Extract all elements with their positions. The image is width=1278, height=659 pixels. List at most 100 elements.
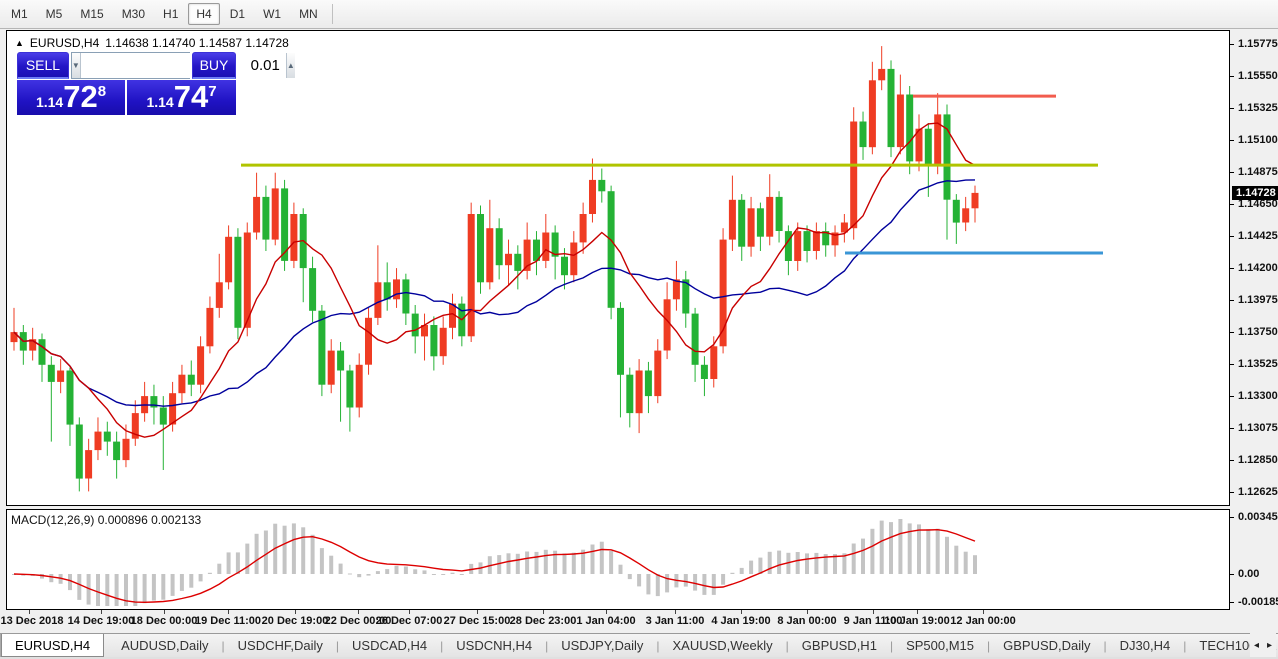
macd-bar [599,541,604,574]
candle-body [775,196,783,231]
macd-bar [431,574,436,575]
candle-body [449,303,456,328]
macd-bar [506,553,511,574]
tab-separator: | [987,638,991,653]
candle-body [822,231,830,246]
chart-tab-dj30-h4[interactable]: DJ30,H4 [1119,638,1171,653]
candlestick-chart[interactable] [7,31,1229,505]
timeframe-button-m15[interactable]: M15 [80,7,104,21]
buy-price-display[interactable]: 1.14 74 7 [127,80,236,115]
price-axis[interactable]: 1.15775 1.15550 1.15325 1.15100 1.14875 1.146… [1230,30,1278,633]
chart-tab-sp500-m15[interactable]: SP500,M15 [906,638,974,653]
candle-body [794,231,802,261]
candle-body [570,242,578,276]
lot-increase-button[interactable]: ▲ [285,53,295,78]
chart-tab-audusd-daily[interactable]: AUDUSD,Daily [121,638,209,653]
lot-size-input[interactable] [80,53,286,78]
sell-price-whole: 1.14 [35,94,64,110]
macd-bar [525,551,530,574]
candle-body [47,364,55,382]
tab-scroll-left-icon[interactable]: ◂ [1253,639,1259,651]
candle-body [626,374,634,414]
sell-price-display[interactable]: 1.14 72 8 [17,80,125,115]
time-axis[interactable]: 13 Dec 2018 14 Dec 19:00 18 Dec 00:00 19 De… [0,610,1278,633]
lot-decrease-button[interactable]: ▼ [71,53,81,78]
price-tick-mark [1230,76,1234,78]
price-tick-label: 1.15550 [1238,70,1278,83]
chart-tab-usdcad-h4[interactable]: USDCAD,H4 [352,638,428,653]
price-tick-label: 1.14650 [1238,198,1278,211]
macd-bar [77,574,82,600]
macd-bar [226,552,231,574]
time-tick-mark [807,610,808,614]
candle-body [505,253,512,266]
timeframe-button-m1[interactable]: M1 [11,7,28,21]
macd-chart [12,519,977,606]
macd-bar [833,554,837,574]
macd-bar [711,574,716,595]
chart-tab-eurusd-h4[interactable]: EURUSD,H4 [1,634,105,657]
timeframe-button-m5[interactable]: M5 [45,7,63,21]
chart-symbol: EURUSD,H4 [29,36,100,50]
price-tick-mark [1230,396,1234,398]
chart-header: ▲ EURUSD,H4 1.14638 1.14740 1.14587 1.14… [15,36,289,50]
macd-bar [291,523,296,574]
timeframe-button-d1[interactable]: D1 [229,7,246,21]
macd-bar [954,545,959,574]
buy-button[interactable]: BUY [191,52,236,79]
candle-body [327,350,335,385]
tab-scroll-arrows: ◂ ▸ [1249,633,1276,657]
candle-body [421,325,428,337]
candle-body [365,317,372,365]
time-tick-mark [983,610,984,614]
time-tick-mark [228,610,229,614]
candle-body [831,232,839,246]
price-tick-mark [1230,44,1234,46]
time-tick-label: 4 Jan 19:00 [711,615,771,627]
chart-tab-gbpusd-daily[interactable]: GBPUSD,Daily [1003,638,1091,653]
price-tick-mark [1230,236,1234,238]
time-tick-label: 27 Dec 15:00 [443,615,511,627]
timeframe-button-h4[interactable]: H4 [188,3,220,25]
macd-indicator-panel[interactable]: MACD(12,26,9) 0.000896 0.002133 [6,509,1230,610]
candle-body [943,114,951,200]
timeframe-button-mn[interactable]: MN [299,7,318,21]
chart-tab-usdjpy-daily[interactable]: USDJPY,Daily [561,638,644,653]
chart-tab-usdcnh-h4[interactable]: USDCNH,H4 [456,638,533,653]
time-tick-mark [543,610,544,614]
chart-tab-gbpusd-h1[interactable]: GBPUSD,H1 [801,638,877,653]
tab-separator: | [545,638,549,653]
candle-body [374,282,382,318]
macd-bar [319,548,324,574]
candle-body [187,374,195,385]
macd-bar [105,574,110,606]
candle-body [962,208,970,223]
time-tick-label: 9 Jan 11:00 [843,615,903,627]
chart-collapse-icon[interactable]: ▲ [15,38,24,48]
time-tick-label: 13 Dec 2018 [0,615,64,627]
sell-button[interactable]: SELL [17,52,69,79]
tab-scroll-right-icon[interactable]: ▸ [1266,639,1272,651]
chart-tab-xauusd-weekly[interactable]: XAUUSD,Weekly [672,638,773,653]
candle-body [94,431,102,451]
macd-bar [739,567,744,574]
timeframe-button-h1[interactable]: H1 [163,7,179,21]
tab-bar-edge [0,634,1,657]
tab-separator: | [335,638,340,653]
timeframe-button-m30[interactable]: M30 [121,7,146,21]
price-tick-label: 1.13075 [1238,422,1278,435]
candle-body [29,339,37,351]
chart-tab-usdchf-daily[interactable]: USDCHF,Daily [237,638,323,653]
time-tick-label: 12 Jan 00:00 [950,615,1016,627]
macd-bar [637,574,642,587]
time-tick-label: 22 Dec 00:00 [324,615,392,627]
macd-bar [124,574,128,606]
candle-body [523,239,531,271]
timeframe-button-w1[interactable]: W1 [263,7,282,21]
candle-body [393,279,400,300]
macd-bar [375,571,380,574]
price-chart-panel[interactable]: ▲ EURUSD,H4 1.14638 1.14740 1.14587 1.14… [6,30,1230,506]
candle-body [542,232,550,261]
price-tick-label: 1.14200 [1238,262,1278,275]
candle-body [672,279,680,300]
